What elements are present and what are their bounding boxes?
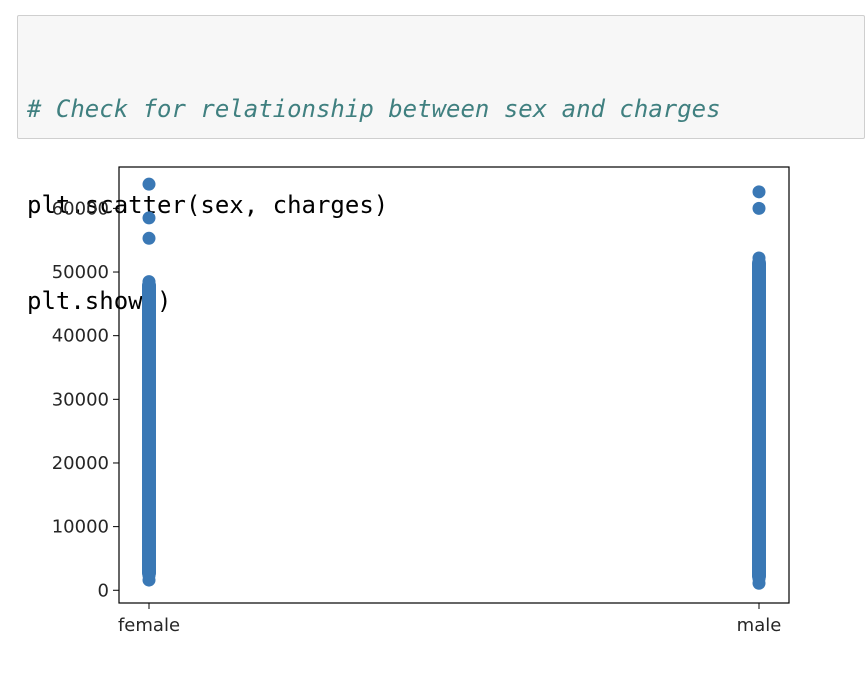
- scatter-point: [752, 201, 766, 215]
- scatter-point: [142, 177, 156, 191]
- y-tick-label: 60000: [52, 198, 109, 219]
- output-area: 0 10000 20000 30000 40000 50000 60000 female mal…: [17, 150, 866, 668]
- code-comment-line: # Check for relationship between sex and…: [27, 95, 721, 123]
- y-tick-label: 0: [98, 580, 109, 601]
- x-tick-label: female: [118, 615, 180, 636]
- scatter-point: [142, 231, 156, 245]
- y-tick-label: 20000: [52, 453, 109, 474]
- x-tick-label: male: [737, 615, 782, 636]
- scatter-point: [752, 185, 766, 199]
- scatter-point: [142, 211, 156, 225]
- y-tick-label: 10000: [52, 517, 109, 538]
- y-tick-label: 30000: [52, 389, 109, 410]
- y-tick-label: 40000: [52, 326, 109, 347]
- scatter-point: [752, 251, 766, 265]
- code-line-scatter: plt.scatter(sex, charges): [27, 191, 389, 219]
- scatter-point: [142, 275, 156, 289]
- code-cell[interactable]: # Check for relationship between sex and…: [17, 15, 865, 315]
- scatter-chart: 0 10000 20000 30000 40000 50000 60000 female mal…: [52, 166, 790, 636]
- plot-frame: [118, 166, 790, 604]
- y-tick-label: 50000: [52, 262, 109, 283]
